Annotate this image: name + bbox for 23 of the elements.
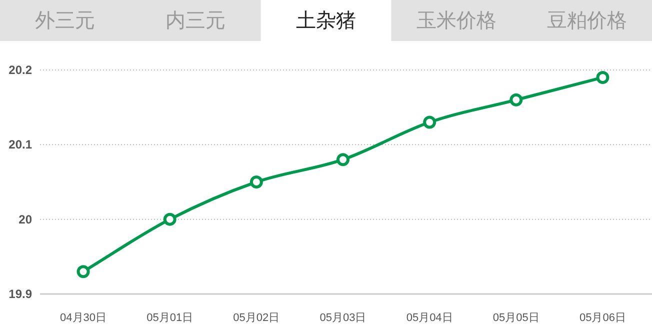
- point: [336, 153, 350, 166]
- x-tick-label: 05月02日: [233, 312, 280, 324]
- annotation: 玉米价格: [416, 10, 496, 32]
- annotation: 豆粕价格: [546, 10, 627, 32]
- point: [596, 70, 610, 84]
- title: 土杂猪: [296, 10, 356, 32]
- y-tick-label: 20.2: [8, 63, 32, 77]
- annotation: 内三元: [166, 10, 226, 32]
- x-tick-label: 05月05日: [492, 312, 540, 324]
- x-tick-label: 05月03日: [320, 312, 366, 324]
- y-tick-label: 20: [18, 212, 32, 226]
- point: [510, 93, 523, 106]
- y-tick-label: 20.1: [8, 138, 32, 152]
- x-tick-label: 04月30日: [60, 312, 107, 324]
- x-tick-label: 05月04日: [406, 312, 453, 324]
- x-tick-label: 05月06日: [579, 312, 626, 324]
- point: [423, 116, 436, 129]
- annotation: 外三元: [35, 10, 96, 32]
- y-tick-label: 19.9: [8, 287, 32, 301]
- point: [76, 265, 90, 278]
- x-tick-label: 05月01日: [146, 312, 194, 324]
- point: [250, 176, 263, 188]
- point: [163, 212, 176, 226]
